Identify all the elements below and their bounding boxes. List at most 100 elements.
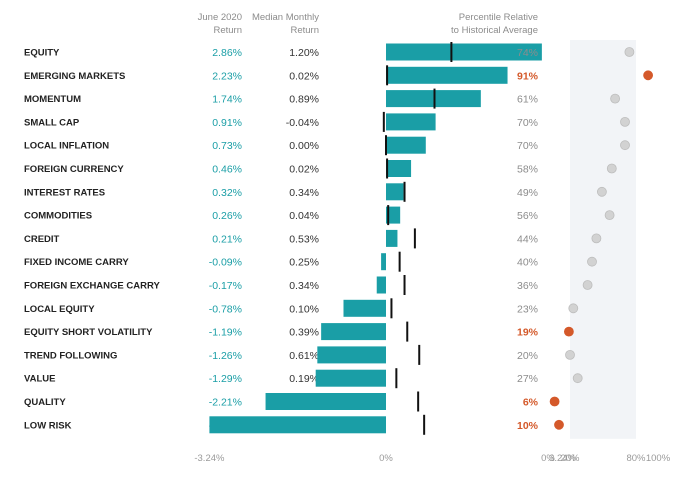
percentile-dot: [606, 163, 617, 174]
factor-label: LOW RISK: [24, 420, 72, 431]
percentile-dot: [549, 396, 560, 407]
june-return-value: 0.46%: [212, 164, 242, 176]
june-return-value: -1.26%: [209, 350, 242, 362]
june-return-bar: [343, 299, 386, 317]
june-return-bar: [386, 136, 426, 154]
percentile-value: 70%: [517, 140, 538, 152]
percentile-axis-tick-label: 20%: [560, 453, 580, 464]
june-return-bar: [315, 369, 386, 387]
june-return-value: -2.21%: [209, 397, 242, 409]
bar-axis-tick-label: 3.24%: [549, 453, 576, 464]
median-return-value: 0.25%: [289, 257, 319, 269]
percentile-axis-tick-label: 80%: [626, 453, 646, 464]
percentile-value: 61%: [517, 94, 538, 106]
factor-label: CREDIT: [24, 234, 60, 245]
factor-label: LOCAL INFLATION: [24, 141, 109, 152]
june-return-value: 0.26%: [212, 210, 242, 222]
june-return-value: 0.32%: [212, 187, 242, 199]
factor-label: COMMODITIES: [24, 211, 92, 222]
june-return-value: -0.17%: [209, 280, 242, 292]
factor-label: VALUE: [24, 374, 56, 385]
percentile-dot: [564, 326, 574, 337]
axes: -3.24% 0% 3.24%0% 20% 80% 100%: [194, 453, 670, 464]
median-return-value: 0.00%: [289, 140, 319, 152]
june-return-bar: [386, 229, 398, 247]
row-commodities: COMMODITIES 0.26% 0.04% 56%: [24, 205, 615, 226]
percentile-value: 58%: [517, 164, 538, 176]
percentile-header-line2: to Historical Average: [451, 25, 538, 36]
median-return-value: 0.04%: [289, 210, 319, 222]
median-return-value: 0.61%: [289, 350, 319, 362]
row-low-risk: LOW RISK-3.24%0.70%10%: [24, 414, 564, 435]
row-credit: CREDIT 0.21% 0.53% 44%: [24, 228, 602, 249]
factor-label: TREND FOLLOWING: [24, 350, 117, 361]
percentile-dot: [620, 140, 630, 151]
percentile-value: 20%: [517, 350, 538, 362]
median-header-line2: Return: [290, 25, 319, 36]
percentile-shaded-band: [570, 40, 636, 439]
factor-label: MOMENTUM: [24, 94, 81, 105]
june-header-line1: June 2020: [198, 12, 242, 23]
row-equity-short-volatility: EQUITY SHORT VOLATILITY -1.19% 0.39% 19%: [24, 321, 574, 342]
percentile-header-line1: Percentile Relative: [459, 12, 538, 23]
percentile-value: 44%: [517, 233, 538, 245]
percentile-dot: [582, 280, 593, 290]
percentile-dot: [554, 419, 564, 430]
june-return-value: 1.74%: [212, 94, 242, 106]
factor-label: LOCAL EQUITY: [24, 304, 95, 315]
median-return-value: 0.53%: [289, 233, 319, 245]
june-header-line2: Return: [213, 25, 242, 36]
median-return-value: -0.04%: [286, 117, 319, 129]
percentile-value: 19%: [517, 327, 539, 339]
june-return-value: 0.73%: [212, 140, 242, 152]
june-return-bar: [321, 323, 386, 341]
percentile-value: 23%: [517, 303, 538, 315]
factor-label: EQUITY SHORT VOLATILITY: [24, 327, 153, 338]
factor-label: FOREIGN EXCHANGE CARRY: [24, 281, 160, 292]
percentile-value: 74%: [517, 47, 538, 59]
percentile-value: 91%: [517, 70, 539, 82]
june-return-bar: [386, 90, 481, 108]
june-return-value: 0.91%: [212, 117, 242, 129]
percentile-dot: [591, 233, 602, 244]
row-foreign-currency: FOREIGN CURRENCY 0.46% 0.02% 58%: [24, 158, 617, 179]
percentile-value: 10%: [517, 420, 539, 432]
bar-axis-tick-label: 0%: [379, 453, 393, 464]
factor-label: INTEREST RATES: [24, 187, 105, 198]
factor-label: SMALL CAP: [24, 117, 80, 128]
row-equity: EQUITY 2.86% 1.20% 74%: [24, 42, 635, 62]
median-return-value: 1.20%: [289, 47, 319, 59]
factor-label: EMERGING MARKETS: [24, 71, 125, 82]
percentile-dot: [643, 70, 653, 81]
june-return-value: -1.29%: [209, 373, 242, 385]
june-return-bar: [386, 113, 436, 131]
factor-label: EQUITY: [24, 48, 60, 59]
percentile-value: 36%: [517, 280, 538, 292]
june-return-bar: [209, 416, 386, 434]
median-return-value: 0.34%: [289, 187, 319, 199]
june-return-bar: [386, 160, 412, 177]
median-return-value: 0.10%: [289, 303, 319, 315]
june-return-value: -1.19%: [209, 327, 242, 339]
percentile-axis-tick-label: 100%: [646, 453, 671, 464]
median-return-value: 0.34%: [289, 280, 319, 292]
percentile-dot: [565, 349, 575, 360]
june-return-bar: [386, 66, 508, 84]
median-return-value: 0.02%: [289, 70, 319, 82]
percentile-dot: [624, 47, 635, 57]
median-header-line1: Median Monthly: [252, 12, 319, 23]
median-return-value: 0.19%: [289, 373, 319, 385]
percentile-dot: [568, 303, 579, 314]
june-return-value: -0.09%: [209, 257, 242, 269]
factor-label: QUALITY: [24, 397, 66, 408]
percentile-value: 70%: [517, 117, 538, 129]
percentile-dot: [597, 186, 607, 197]
row-local-equity: LOCAL EQUITY -0.78% 0.10% 23%: [24, 298, 579, 319]
june-return-value: 0.21%: [212, 233, 242, 245]
percentile-dot: [587, 256, 597, 267]
percentile-dot: [620, 117, 630, 127]
median-return-value: 0.02%: [289, 164, 319, 176]
row-small-cap: SMALL CAP 0.91% -0.04% 70%: [24, 111, 630, 132]
row-value: VALUE -1.29% 0.19% 27%: [24, 368, 583, 389]
